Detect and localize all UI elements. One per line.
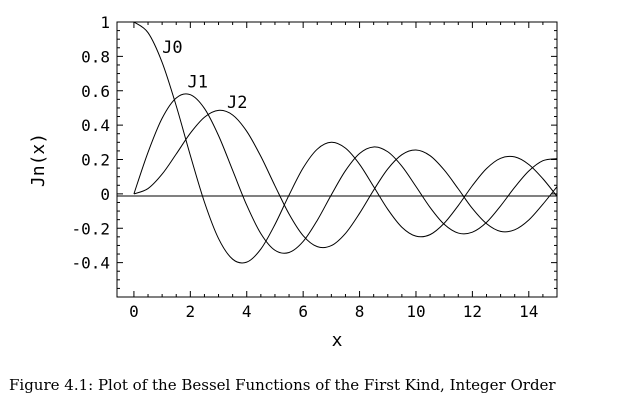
y-tick-label: 0.6	[81, 82, 110, 101]
series-label-j0: J0	[162, 38, 182, 58]
y-tick-label: 0	[100, 185, 110, 204]
x-tick-label: 10	[406, 302, 425, 321]
x-tick-label: 6	[298, 302, 308, 321]
x-tick-label: 0	[129, 302, 139, 321]
y-tick-label: -0.2	[71, 219, 110, 238]
y-tick-label: 0.8	[81, 47, 110, 66]
axis-ticks	[117, 21, 558, 298]
x-tick-label: 4	[242, 302, 252, 321]
series-labels: J0 J1 J2	[162, 38, 247, 113]
x-tick-label: 2	[186, 302, 196, 321]
x-tick-label: 14	[519, 302, 538, 321]
y-axis-label: Jn(x)	[28, 133, 49, 187]
x-tick-label: 12	[463, 302, 482, 321]
tick-labels: 0 2 4 6 8 10 12 14 1 0.8 0.6 0.4 0.2 0 -0.2 -0.4	[71, 13, 538, 321]
series-label-j1: J1	[188, 72, 208, 92]
series-lines	[133, 21, 558, 264]
y-tick-label: 0.4	[81, 116, 110, 135]
y-tick-label: 0.2	[81, 151, 110, 170]
series-label-j2: J2	[227, 93, 247, 113]
x-axis-label: x	[332, 330, 343, 351]
plot-frame	[116, 21, 558, 298]
series-line-j2	[133, 109, 558, 249]
series-line-j1	[133, 93, 558, 254]
y-tick-label: 1	[100, 13, 110, 32]
x-tick-label: 8	[355, 302, 365, 321]
figure-caption: Figure 4.1: Plot of the Bessel Functions…	[9, 376, 556, 394]
y-tick-label: -0.4	[71, 254, 110, 273]
series-line-j0	[133, 21, 558, 264]
